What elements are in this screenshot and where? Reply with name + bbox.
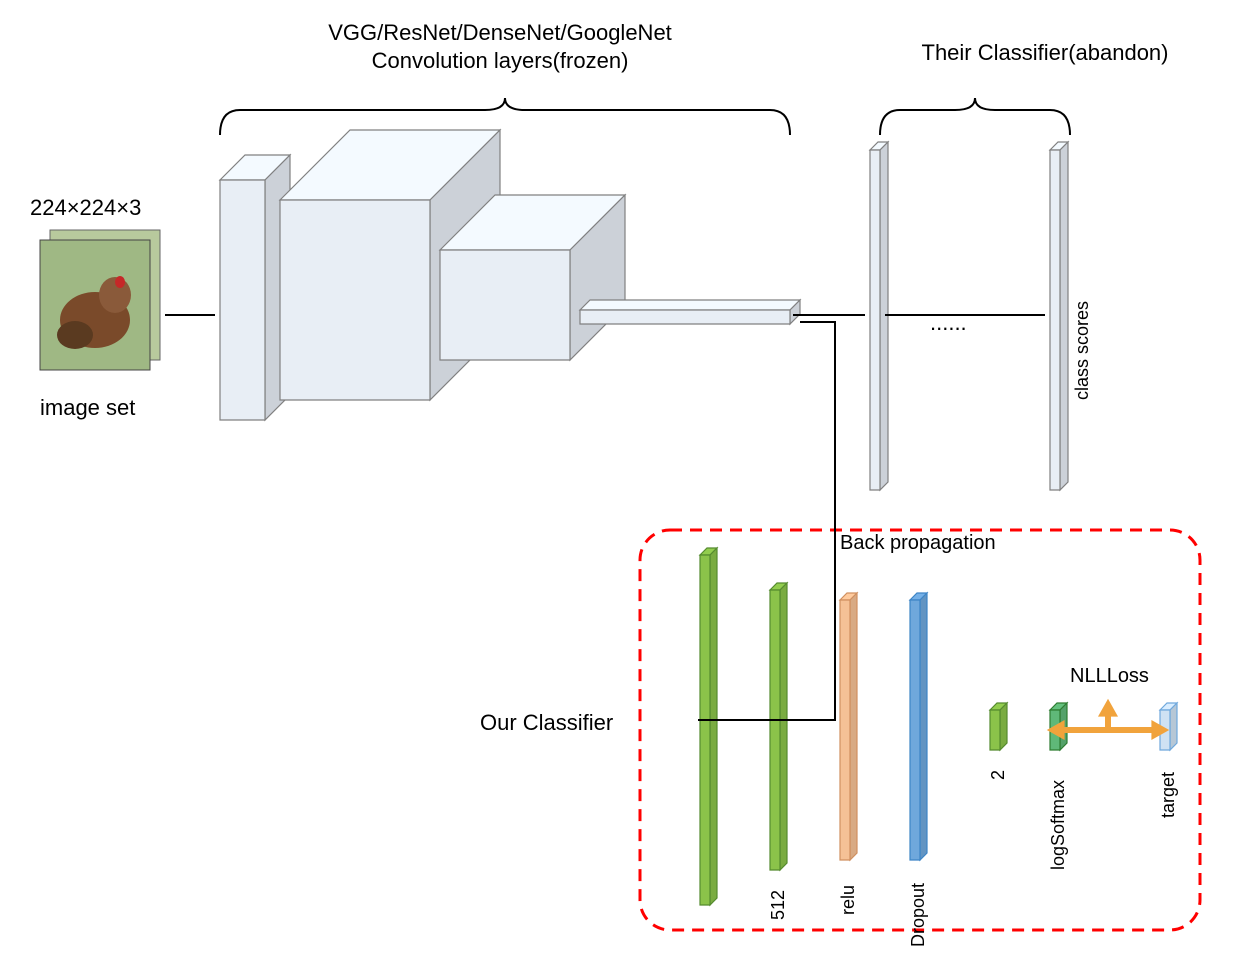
bar-label-512: 512 bbox=[768, 880, 789, 930]
bar-label-target: target bbox=[1158, 760, 1179, 830]
input-image-stack bbox=[40, 230, 160, 370]
input-name-label: image set bbox=[40, 395, 135, 421]
bar-label-dropout: Dropout bbox=[908, 870, 929, 960]
their-title: Their Classifier(abandon) bbox=[905, 40, 1185, 66]
bar-label-relu: relu bbox=[838, 875, 859, 925]
bar-label-2: 2 bbox=[988, 760, 1009, 790]
our-classifier-title: Our Classifier bbox=[480, 710, 613, 736]
ellipsis-label: ...... bbox=[930, 310, 967, 336]
backprop-label: Back propagation bbox=[840, 532, 996, 555]
input-dim-label: 224×224×3 bbox=[30, 195, 141, 221]
nll-label: NLLLoss bbox=[1070, 665, 1149, 688]
conv-title-2: Convolution layers(frozen) bbox=[300, 48, 700, 74]
class-scores-label: class scores bbox=[1072, 260, 1093, 440]
conv-title-1: VGG/ResNet/DenseNet/GoogleNet bbox=[300, 20, 700, 46]
bar-label-logsoftmax: logSoftmax bbox=[1048, 760, 1069, 890]
